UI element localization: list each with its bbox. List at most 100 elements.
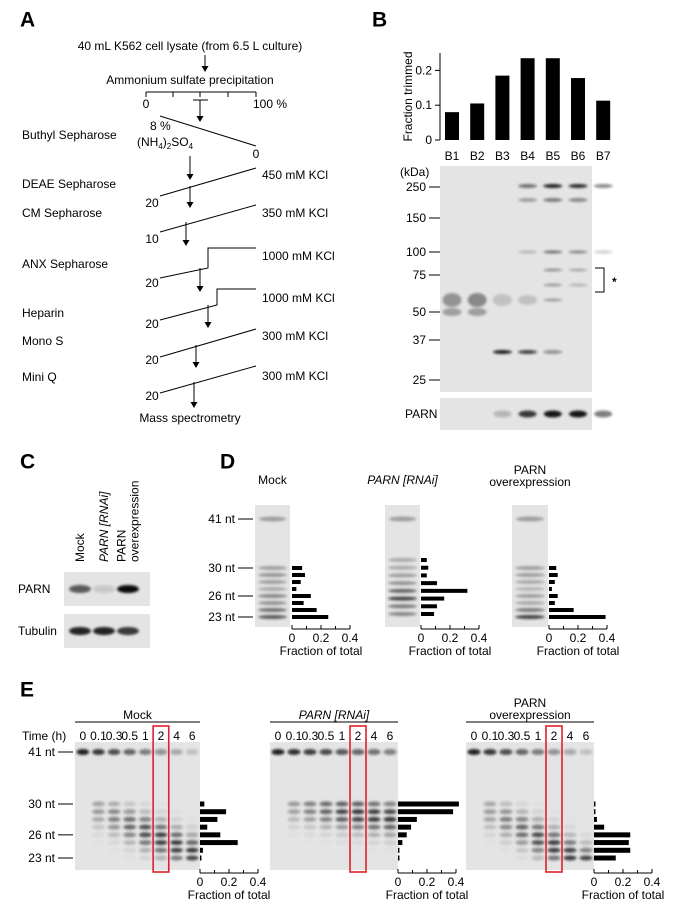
gel-band — [108, 848, 121, 853]
time-label: 2 — [158, 729, 165, 743]
blot-band — [543, 410, 562, 418]
asterisk: * — [612, 275, 617, 289]
x-axis-title: Fraction of total — [537, 644, 620, 658]
gel-band — [579, 832, 593, 838]
panel-letter: A — [20, 9, 35, 32]
gel-band — [388, 604, 417, 609]
gel-band — [547, 832, 561, 838]
gel-band — [499, 816, 513, 822]
size-marker: 250 — [406, 180, 426, 194]
gel-band — [515, 587, 545, 591]
gel-band — [304, 856, 317, 861]
gel-band — [92, 801, 105, 807]
gel-band — [547, 840, 561, 846]
time-axis-title: Time (h) — [22, 729, 66, 743]
x-tick-label: 0 — [591, 875, 598, 889]
gel-band — [92, 840, 105, 845]
time-label: 1 — [535, 729, 542, 743]
blot-band — [93, 585, 115, 593]
x-axis-title: Fraction of total — [386, 888, 469, 902]
gel-band — [580, 809, 593, 814]
bar — [549, 573, 558, 577]
gel-band — [139, 749, 152, 755]
blot-band — [69, 585, 91, 593]
gel-band — [367, 801, 381, 807]
gel-band — [484, 856, 497, 861]
bar — [200, 840, 238, 846]
gel-band — [367, 809, 381, 815]
gel-band — [531, 809, 545, 815]
bar — [398, 840, 403, 846]
size-marker: 41 nt — [208, 512, 235, 526]
gel-band — [185, 847, 199, 853]
gradient-end: 0 — [253, 147, 260, 161]
gel-band — [170, 840, 183, 846]
gel-band — [579, 847, 593, 853]
gel-band — [92, 749, 105, 755]
bar — [421, 604, 437, 609]
gel-band — [367, 840, 381, 846]
gel-band — [563, 749, 577, 755]
blot-band — [93, 627, 115, 635]
gradient-start: 20 — [145, 196, 159, 210]
gel-unit: (kDa) — [400, 165, 429, 179]
gel-band — [259, 516, 286, 522]
condition-title: PARN — [514, 463, 546, 477]
gel-band — [532, 802, 545, 807]
gel-band — [515, 824, 529, 830]
gel-band — [76, 749, 90, 755]
gel-band — [483, 824, 497, 830]
bar — [549, 608, 574, 612]
bar — [596, 100, 611, 140]
gel-band — [258, 601, 287, 605]
gel-band — [258, 608, 287, 612]
gel-band — [543, 268, 563, 272]
gel-band — [515, 749, 529, 755]
x-tick-label: 0.2 — [615, 875, 632, 889]
bar — [200, 801, 205, 807]
bar — [292, 594, 311, 598]
arrow-head — [182, 240, 190, 246]
gel-band — [336, 848, 349, 853]
column-name: Mini Q — [22, 370, 57, 384]
gel-band — [303, 749, 317, 755]
size-marker: 150 — [406, 211, 426, 225]
gradient-start: 20 — [145, 317, 159, 331]
panel-letter: E — [20, 679, 34, 702]
gel-band — [336, 840, 349, 845]
gel-band — [518, 250, 538, 254]
bar — [421, 596, 445, 601]
y-axis-title: Fraction trimmed — [401, 51, 415, 141]
gel-band — [351, 809, 365, 815]
bar — [398, 809, 454, 815]
arrow-head — [196, 286, 204, 292]
x-tick-label: 0.2 — [442, 631, 459, 645]
gel-band — [108, 856, 121, 861]
panel-letter: D — [220, 451, 235, 474]
x-axis-title: Fraction of total — [280, 644, 363, 658]
gel-band — [580, 825, 593, 830]
bar — [594, 847, 631, 853]
x-tick-label: 0.4 — [599, 631, 616, 645]
lane-label: B2 — [470, 149, 485, 163]
highlight-box — [349, 725, 367, 873]
time-label: 4 — [567, 729, 574, 743]
gel-band — [563, 847, 577, 853]
bar — [520, 58, 535, 140]
gel-band — [568, 184, 588, 188]
gel-band — [531, 832, 545, 838]
gel-band — [483, 816, 497, 822]
gel-band — [515, 847, 529, 853]
gel-band — [593, 250, 613, 254]
gel-band — [170, 855, 183, 861]
gel-band — [123, 749, 136, 755]
gradient — [159, 204, 257, 233]
size-marker: 30 nt — [208, 561, 235, 575]
blot-band — [594, 410, 613, 418]
x-tick-label: 0 — [395, 875, 402, 889]
gel-band — [287, 809, 301, 815]
gradient-end: 300 mM KCl — [262, 369, 328, 383]
gel-band — [580, 817, 593, 822]
gel-band — [287, 801, 301, 807]
